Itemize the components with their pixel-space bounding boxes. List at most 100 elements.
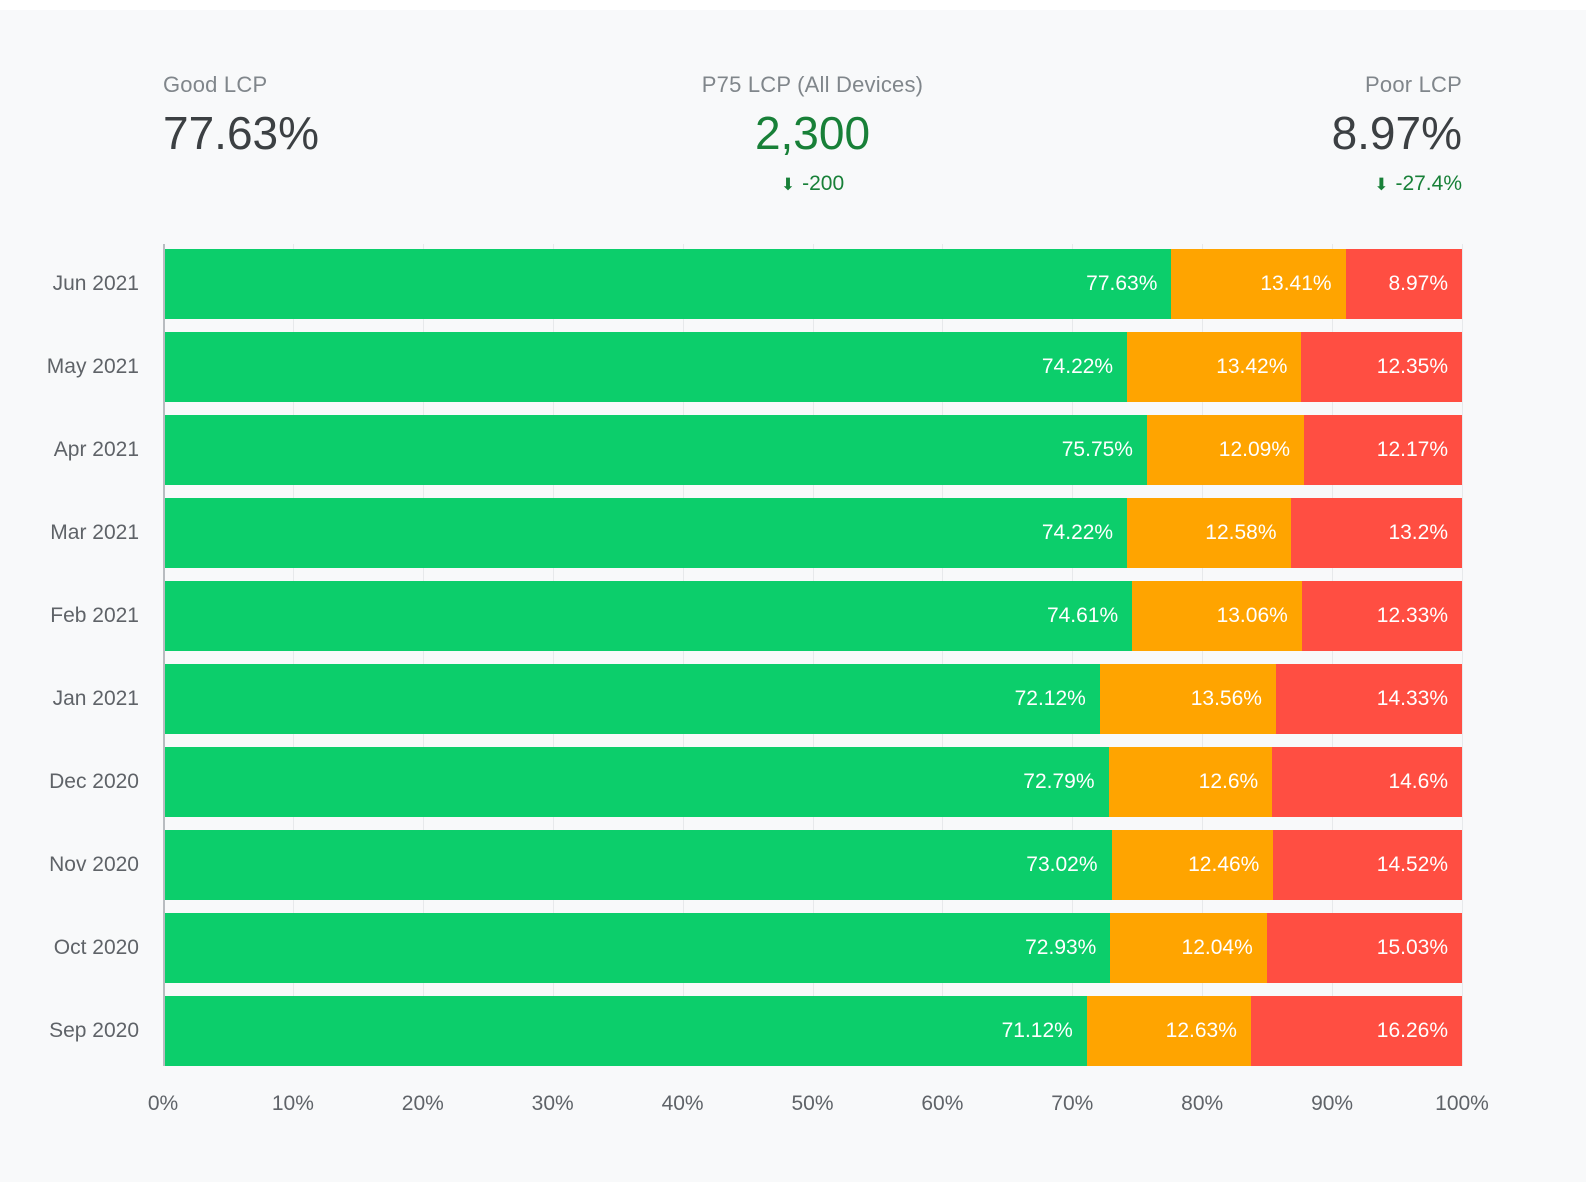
x-axis-tick-label: 90% <box>1311 1092 1354 1115</box>
x-axis-tick-label: 40% <box>661 1092 704 1115</box>
gridline <box>682 244 684 1066</box>
stat-delta: ⬇ -200 <box>702 172 923 196</box>
bar-row: 72.93% 12.04% 15.03% <box>163 913 1462 983</box>
bar-row: 72.79% 12.6% 14.6% <box>163 747 1462 817</box>
bar-segment-poor[interactable]: 15.03% <box>1266 913 1462 983</box>
bar-segment-needs-improvement[interactable]: 12.6% <box>1108 747 1273 817</box>
bar-row: 77.63% 13.41% 8.97% <box>163 249 1462 319</box>
bar-segment-poor[interactable]: 16.26% <box>1250 996 1462 1066</box>
segment-value-label: 72.12% <box>1014 687 1086 710</box>
gridline <box>1462 244 1463 1066</box>
bar-row: 72.12% 13.56% 14.33% <box>163 664 1462 734</box>
bar-segment-good[interactable]: 77.63% <box>163 249 1172 319</box>
x-axis-tick-label: 100% <box>1435 1092 1489 1115</box>
bar-segment-good[interactable]: 72.79% <box>163 747 1109 817</box>
bar-segment-poor[interactable]: 13.2% <box>1290 498 1462 568</box>
gridline <box>292 244 294 1066</box>
stat-delta: ⬇ -27.4% <box>1242 172 1462 196</box>
bar-segment-good[interactable]: 73.02% <box>163 830 1112 900</box>
bar-rows: 77.63% 13.41% 8.97% 74.22% 13.42% 12.35% 75.75… <box>163 244 1462 1066</box>
bar-row: 74.61% 13.06% 12.33% <box>163 581 1462 651</box>
y-axis-label: Feb 2021 <box>50 604 139 627</box>
bar-segment-good[interactable]: 71.12% <box>163 996 1087 1066</box>
stat-label: Poor LCP <box>1365 72 1462 97</box>
gridline <box>552 244 554 1066</box>
plot-area: 77.63% 13.41% 8.97% 74.22% 13.42% 12.35% 75.75… <box>163 244 1463 1066</box>
y-axis-label: Sep 2020 <box>49 1019 139 1042</box>
segment-value-label: 77.63% <box>1086 272 1158 295</box>
segment-value-label: 13.06% <box>1216 604 1288 627</box>
bar-row: 75.75% 12.09% 12.17% <box>163 415 1462 485</box>
bar-segment-poor[interactable]: 12.35% <box>1301 332 1462 402</box>
bar-segment-needs-improvement[interactable]: 13.42% <box>1127 332 1302 402</box>
segment-value-label: 72.79% <box>1023 770 1095 793</box>
bar-segment-poor[interactable]: 14.6% <box>1272 747 1462 817</box>
segment-value-label: 16.26% <box>1376 1019 1448 1042</box>
segment-value-label: 12.04% <box>1181 936 1253 959</box>
bar-segment-good[interactable]: 74.22% <box>163 332 1128 402</box>
bar-segment-needs-improvement[interactable]: 13.06% <box>1132 581 1302 651</box>
y-axis-label: Mar 2021 <box>50 521 139 544</box>
segment-value-label: 12.6% <box>1198 770 1259 793</box>
segment-value-label: 12.35% <box>1376 355 1448 378</box>
bar-segment-poor[interactable]: 14.52% <box>1273 830 1462 900</box>
segment-value-label: 14.52% <box>1376 853 1448 876</box>
bar-segment-needs-improvement[interactable]: 12.09% <box>1146 415 1305 485</box>
y-axis-label: Dec 2020 <box>49 770 139 793</box>
gridline <box>1202 244 1204 1066</box>
bar-segment-poor[interactable]: 8.97% <box>1345 249 1462 319</box>
segment-value-label: 12.09% <box>1218 438 1291 461</box>
segment-value-label: 13.56% <box>1190 687 1262 710</box>
stat-value: 77.63% <box>163 107 320 159</box>
bar-row: 74.22% 12.58% 13.2% <box>163 498 1462 568</box>
segment-value-label: 71.12% <box>1001 1019 1073 1042</box>
y-axis-line <box>163 244 165 1066</box>
bar-segment-good[interactable]: 72.93% <box>163 913 1111 983</box>
segment-value-label: 12.33% <box>1376 604 1448 627</box>
y-axis-label: Apr 2021 <box>53 438 139 461</box>
bar-segment-needs-improvement[interactable]: 12.04% <box>1110 913 1267 983</box>
bar-segment-needs-improvement[interactable]: 13.56% <box>1099 664 1276 734</box>
x-axis-tick-label: 70% <box>1051 1092 1094 1115</box>
lcp-stacked-bar-chart: Jun 2021 May 2021 Apr 2021 Mar 2021 Feb 2021… <box>0 244 1586 1066</box>
bar-row: 74.22% 13.42% 12.35% <box>163 332 1462 402</box>
segment-value-label: 74.22% <box>1041 355 1114 378</box>
segment-value-label: 74.22% <box>1041 521 1114 544</box>
bar-segment-needs-improvement[interactable]: 12.58% <box>1127 498 1291 568</box>
bar-row: 71.12% 12.63% 16.26% <box>163 996 1462 1066</box>
y-axis-label: Jun 2021 <box>52 272 139 295</box>
gridline <box>422 244 424 1066</box>
segment-value-label: 14.6% <box>1388 770 1448 793</box>
segment-value-label: 12.58% <box>1205 521 1277 544</box>
bar-segment-needs-improvement[interactable]: 12.63% <box>1086 996 1251 1066</box>
x-axis-tick-label: 30% <box>531 1092 574 1115</box>
x-axis-tick-label: 50% <box>791 1092 834 1115</box>
segment-value-label: 13.41% <box>1260 272 1332 295</box>
segment-value-label: 12.17% <box>1376 438 1448 461</box>
bar-segment-good[interactable]: 74.22% <box>163 498 1128 568</box>
gridline <box>812 244 814 1066</box>
bar-segment-poor[interactable]: 14.33% <box>1275 664 1462 734</box>
segment-value-label: 15.03% <box>1376 936 1448 959</box>
segment-value-label: 74.61% <box>1046 604 1119 627</box>
stat-good-lcp: Good LCP 77.63% <box>163 72 383 156</box>
bar-segment-good[interactable]: 74.61% <box>163 581 1133 651</box>
segment-value-label: 12.46% <box>1188 853 1260 876</box>
bar-segment-needs-improvement[interactable]: 13.41% <box>1171 249 1346 319</box>
x-axis-tick-label: 60% <box>921 1092 964 1115</box>
gridlines <box>163 244 1463 1066</box>
stat-delta-value: -200 <box>802 172 845 195</box>
bar-segment-good[interactable]: 72.12% <box>163 664 1100 734</box>
bar-segment-poor[interactable]: 12.33% <box>1301 581 1462 651</box>
stat-delta-value: -27.4% <box>1395 172 1462 195</box>
down-arrow-icon: ⬇ <box>1374 174 1389 194</box>
bar-segment-poor[interactable]: 12.17% <box>1304 415 1462 485</box>
bar-segment-needs-improvement[interactable]: 12.46% <box>1111 830 1274 900</box>
bar-segment-good[interactable]: 75.75% <box>163 415 1147 485</box>
segment-value-label: 13.42% <box>1216 355 1288 378</box>
bar-row: 73.02% 12.46% 14.52% <box>163 830 1462 900</box>
scorecard-header: Good LCP 77.63% P75 LCP (All Devices) 2,… <box>0 10 1586 196</box>
segment-value-label: 73.02% <box>1026 853 1098 876</box>
segment-value-label: 8.97% <box>1388 272 1448 295</box>
top-strip <box>0 0 1586 10</box>
